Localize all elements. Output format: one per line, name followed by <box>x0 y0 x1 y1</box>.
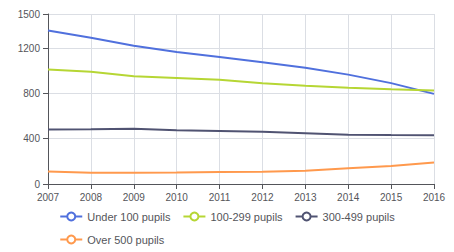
svg-text:2014: 2014 <box>337 192 360 203</box>
svg-text:1500: 1500 <box>18 9 41 20</box>
svg-text:Over 500 pupils: Over 500 pupils <box>87 234 165 246</box>
svg-text:0: 0 <box>34 179 40 190</box>
svg-text:2010: 2010 <box>166 192 189 203</box>
svg-text:2015: 2015 <box>380 192 403 203</box>
svg-text:100-299 pupils: 100-299 pupils <box>210 211 283 223</box>
svg-text:2007: 2007 <box>37 192 60 203</box>
svg-text:400: 400 <box>23 133 40 144</box>
svg-text:2008: 2008 <box>80 192 103 203</box>
svg-text:300-499 pupils: 300-499 pupils <box>323 211 396 223</box>
svg-text:2013: 2013 <box>294 192 317 203</box>
svg-text:800: 800 <box>23 88 40 99</box>
svg-text:2012: 2012 <box>251 192 274 203</box>
svg-text:Under 100 pupils: Under 100 pupils <box>87 211 171 223</box>
svg-text:1200: 1200 <box>18 43 41 54</box>
svg-text:2009: 2009 <box>123 192 146 203</box>
svg-text:2016: 2016 <box>423 192 446 203</box>
svg-text:2011: 2011 <box>209 192 231 203</box>
